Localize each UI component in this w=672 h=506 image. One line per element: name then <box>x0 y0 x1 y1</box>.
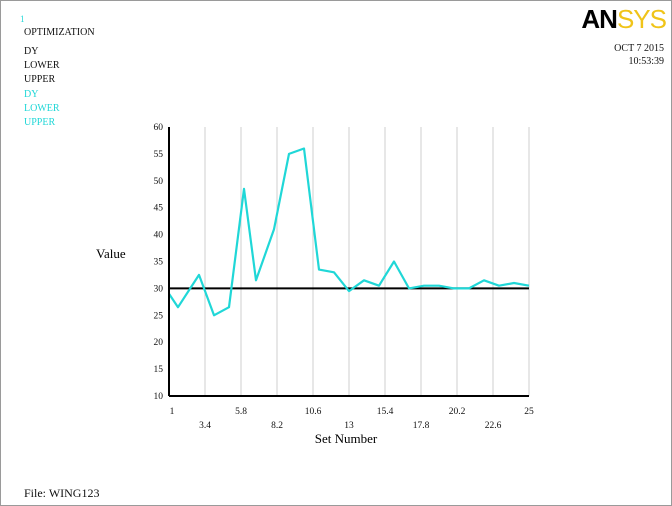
window-number: 1 <box>20 14 25 24</box>
legend-black-upper: UPPER <box>24 74 56 85</box>
ansys-logo: ANSYS <box>581 4 667 34</box>
x-axis-label: Set Number <box>315 431 378 446</box>
x-tick-labels: 1 5.8 10.6 15.4 20.2 25 3.4 8.2 13 17.8 22.6 <box>170 407 534 431</box>
grid-lines <box>204 127 530 396</box>
y-tick-label: 20 <box>154 338 164 348</box>
plot-title: OPTIMIZATION <box>24 27 95 38</box>
legend-black-dy: DY <box>24 46 39 57</box>
file-info: File: WING123 <box>24 486 99 501</box>
file-name: WING123 <box>48 486 100 500</box>
y-tick-label: 35 <box>154 258 164 268</box>
series-line <box>168 147 530 317</box>
legend-cyan-lower: LOWER <box>24 103 60 114</box>
x-tick-label: 22.6 <box>485 421 502 431</box>
timestamp-time: 10:53:39 <box>628 56 664 67</box>
x-tick-label: 17.8 <box>413 421 430 431</box>
y-tick-label: 50 <box>154 177 164 187</box>
y-tick-label: 15 <box>154 365 164 375</box>
y-tick-label: 40 <box>154 231 164 241</box>
x-tick-label: 20.2 <box>449 407 466 417</box>
axes <box>168 127 529 397</box>
x-tick-label: 8.2 <box>271 421 283 431</box>
y-tick-label: 60 <box>154 123 164 133</box>
legend-cyan-upper: UPPER <box>24 117 56 128</box>
x-tick-label: 25 <box>524 407 534 417</box>
legend-cyan-dy: DY <box>24 89 39 100</box>
x-tick-label: 3.4 <box>199 421 211 431</box>
y-axis-label: Value <box>96 246 126 261</box>
y-tick-labels: 10 15 20 25 30 35 40 45 50 55 60 <box>154 123 164 402</box>
file-label: File: <box>24 486 47 500</box>
x-tick-label: 5.8 <box>235 407 247 417</box>
x-tick-label: 15.4 <box>377 407 394 417</box>
x-tick-label: 10.6 <box>305 407 322 417</box>
y-tick-label: 55 <box>154 150 164 160</box>
x-tick-label: 1 <box>170 407 175 417</box>
y-tick-label: 30 <box>154 284 164 294</box>
timestamp-date: OCT 7 2015 <box>614 43 664 54</box>
y-tick-label: 25 <box>154 311 164 321</box>
y-tick-label: 45 <box>154 204 164 214</box>
timestamp: OCT 7 2015 10:53:39 <box>614 42 664 68</box>
x-tick-label: 13 <box>344 421 354 431</box>
y-tick-label: 10 <box>154 392 164 402</box>
legend-black-lower: LOWER <box>24 60 60 71</box>
